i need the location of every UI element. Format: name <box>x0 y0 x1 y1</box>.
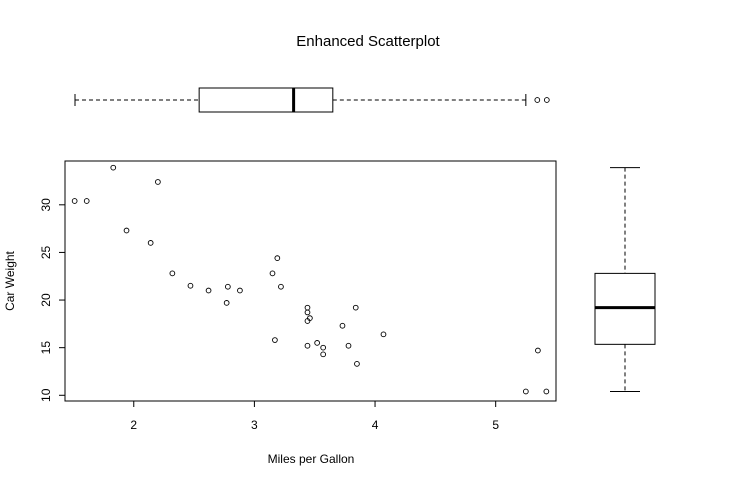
data-point <box>535 347 541 354</box>
x-box-iqr <box>198 87 334 113</box>
data-point <box>352 304 359 311</box>
data-point <box>345 342 352 349</box>
data-point <box>278 283 284 290</box>
scatter-points <box>71 164 550 395</box>
x-tick-label: 4 <box>372 418 379 432</box>
data-point <box>307 315 313 321</box>
chart-title: Enhanced Scatterplot <box>296 33 440 50</box>
data-point <box>155 179 161 185</box>
data-point <box>274 255 281 261</box>
y-axis: 10 15 20 25 30 <box>39 198 66 402</box>
data-point <box>339 322 346 329</box>
data-point <box>354 361 360 367</box>
data-point <box>71 198 78 204</box>
x-boxplot <box>74 87 550 113</box>
y-tick-label: 25 <box>39 245 53 259</box>
data-point <box>304 309 311 316</box>
x-axis-label: Miles per Gallon <box>268 452 355 466</box>
data-point <box>225 283 231 290</box>
x-tick-label: 5 <box>492 418 499 432</box>
x-axis: 2 3 4 5 <box>130 400 499 432</box>
data-point <box>123 227 130 234</box>
data-point <box>380 331 387 338</box>
data-point <box>304 304 311 311</box>
y-tick-label: 30 <box>39 198 53 212</box>
data-point <box>223 300 230 306</box>
data-point <box>205 287 212 294</box>
y-tick-label: 15 <box>39 341 53 355</box>
y-axis-label: Car Weight <box>3 250 17 310</box>
x-tick-label: 2 <box>130 418 137 432</box>
data-point <box>304 342 311 349</box>
data-point <box>187 282 194 289</box>
data-point <box>272 337 278 343</box>
data-point <box>237 287 243 294</box>
x-tick-label: 3 <box>251 418 258 432</box>
y-tick-label: 10 <box>39 388 53 402</box>
data-point <box>169 270 176 277</box>
data-point <box>320 351 327 358</box>
y-tick-label: 20 <box>39 293 53 307</box>
y-boxplot <box>594 167 656 392</box>
data-point <box>320 344 327 351</box>
x-box-outlier <box>534 97 541 103</box>
data-point <box>543 388 550 395</box>
data-point <box>269 270 276 277</box>
data-point <box>110 164 117 171</box>
data-point <box>147 240 154 246</box>
plot-frame <box>64 160 557 402</box>
x-box-outlier <box>543 97 550 103</box>
data-point <box>83 198 90 204</box>
data-point <box>522 388 529 395</box>
data-point <box>314 340 320 346</box>
